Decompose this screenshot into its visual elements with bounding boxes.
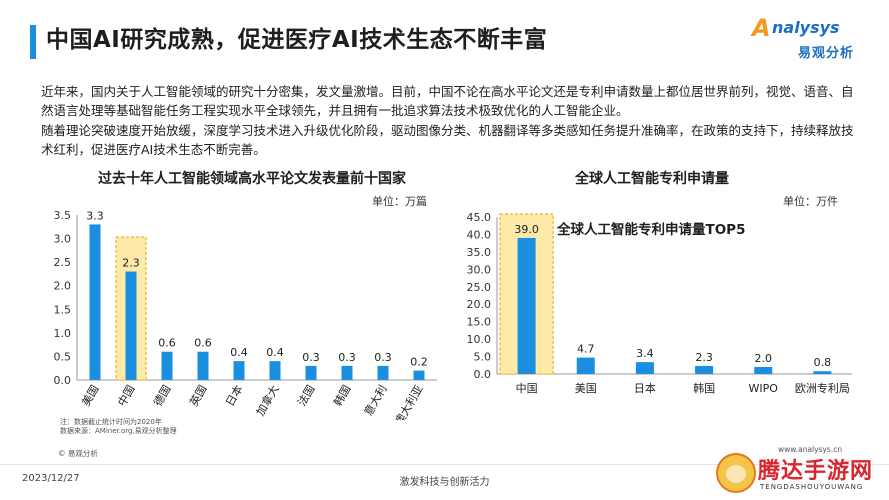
- x-tick-label: 中国: [516, 382, 538, 395]
- x-tick-label: 美国: [575, 382, 597, 395]
- bar: [695, 365, 714, 374]
- y-tick-label: 25.0: [467, 281, 492, 294]
- logo-letter: A: [752, 14, 771, 42]
- left-chart-unit: 单位：万篇: [372, 195, 427, 208]
- website-text: www.analysys.cn: [778, 445, 843, 454]
- y-tick-label: 20.0: [467, 298, 492, 311]
- x-tick-label: 中国: [115, 383, 137, 409]
- title-accent-bar: [30, 25, 36, 59]
- data-label: 0.8: [814, 356, 832, 369]
- x-tick-label: 澳大利亚: [391, 383, 425, 421]
- data-label: 2.0: [755, 352, 773, 365]
- watermark-mascot-icon: [716, 453, 756, 493]
- bar: [813, 371, 832, 374]
- bar: [576, 357, 595, 374]
- page-title: 中国AI研究成熟，促进医疗AI技术生态不断丰富: [46, 27, 548, 53]
- right-chart-unit: 单位：万件: [783, 195, 838, 208]
- x-tick-label: 德国: [150, 383, 173, 409]
- data-label: 4.7: [577, 343, 595, 356]
- data-label: 0.3: [302, 351, 320, 364]
- note-line-1: 注：数据截止统计时间为2020年: [60, 418, 162, 426]
- left-chart-title: 过去十年人工智能领域高水平论文发表量前十国家: [98, 171, 406, 187]
- intro-paragraph-1: 近年来，国内关于人工智能领域的研究十分密集，发文量激增。目前，中国不论在高水平论…: [41, 84, 854, 118]
- footer-slogan: 激发科技与创新活力: [399, 477, 490, 488]
- data-label: 0.3: [374, 351, 392, 364]
- y-tick-label: 0.0: [54, 374, 72, 387]
- bar: [161, 351, 173, 380]
- bar: [635, 362, 654, 374]
- watermark-title: 腾达手游网: [758, 459, 874, 484]
- y-tick-label: 2.0: [54, 280, 72, 293]
- y-tick-label: 40.0: [467, 228, 492, 241]
- data-label: 2.3: [122, 257, 140, 270]
- data-label: 2.3: [695, 351, 713, 364]
- x-tick-label: 欧洲专利局: [795, 381, 850, 395]
- bar: [197, 351, 209, 380]
- note-line-2: 数据来源：AMiner.org,易观分析整理: [60, 427, 177, 435]
- x-tick-label: 意大利: [361, 383, 390, 419]
- y-tick-label: 35.0: [467, 246, 492, 259]
- analysys-logo: A nalysys 易观分析: [752, 14, 872, 68]
- intro-paragraph-2: 随着理论突破速度开始放缓，深度学习技术进入升级优化阶段，驱动图像分类、机器翻译等…: [41, 123, 854, 157]
- y-tick-label: 3.5: [54, 209, 72, 222]
- logo-chinese: 易观分析: [798, 46, 855, 61]
- data-label: 0.4: [230, 346, 248, 359]
- y-tick-label: 1.5: [54, 303, 72, 316]
- x-tick-label: WIPO: [749, 382, 779, 395]
- y-tick-label: 30.0: [467, 263, 492, 276]
- footer-divider: [0, 464, 889, 465]
- watermark: 腾达手游网 TENGDASHOUYOUWANG: [716, 451, 886, 497]
- bar: [233, 361, 245, 380]
- y-tick-label: 0.0: [474, 368, 492, 381]
- chart-notes: 注：数据截止统计时间为2020年 数据来源：AMiner.org,易观分析整理: [60, 418, 177, 436]
- bar: [377, 365, 389, 380]
- bar: [125, 271, 137, 380]
- x-tick-label: 韩国: [693, 381, 715, 395]
- y-tick-label: 3.0: [54, 233, 72, 246]
- data-label: 3.4: [636, 347, 654, 360]
- watermark-subtitle: TENGDASHOUYOUWANG: [760, 483, 864, 491]
- data-label: 0.4: [266, 346, 284, 359]
- y-tick-label: 0.5: [54, 350, 72, 363]
- y-tick-label: 15.0: [467, 316, 492, 329]
- x-tick-label: 法国: [294, 383, 317, 409]
- bar: [305, 365, 317, 380]
- bar: [413, 370, 425, 380]
- copyright-text: © 易观分析: [58, 449, 98, 458]
- y-tick-label: 45.0: [467, 211, 492, 224]
- y-tick-label: 5.0: [474, 351, 492, 364]
- x-tick-label: 日本: [634, 381, 656, 395]
- x-tick-label: 日本: [222, 383, 245, 409]
- x-tick-label: 美国: [79, 383, 101, 409]
- x-tick-label: 加拿大: [253, 383, 282, 419]
- x-tick-label: 韩国: [330, 383, 353, 409]
- y-tick-label: 10.0: [467, 333, 492, 346]
- y-tick-label: 2.5: [54, 256, 72, 269]
- bar: [341, 365, 353, 380]
- left-bar-chart: 0.0 0.5 1.0 1.5 2.0 2.5 3.0 3.5 3.3 美国 2.3 中国 0.6 德国 0…: [54, 209, 437, 421]
- data-label: 39.0: [514, 223, 539, 236]
- data-label: 3.3: [86, 209, 104, 222]
- right-bar-chart: 0.0 5.0 10.0 15.0 20.0 25.0 30.0 35.0 40.0 45.0 39…: [467, 211, 852, 395]
- footer-date: 2023/12/27: [22, 473, 80, 484]
- right-chart-title: 全球人工智能专利申请量: [575, 171, 729, 187]
- bar: [269, 361, 281, 380]
- data-label: 0.6: [158, 337, 176, 350]
- data-label: 0.6: [194, 337, 212, 350]
- logo-wordmark: nalysys: [772, 18, 840, 37]
- bar: [517, 237, 536, 374]
- x-tick-label: 英国: [186, 383, 209, 409]
- data-label: 0.2: [410, 356, 428, 369]
- bar: [89, 224, 101, 380]
- chart-subtitle: 全球人工智能专利申请量TOP5: [556, 221, 745, 238]
- y-tick-label: 1.0: [54, 327, 72, 340]
- data-label: 0.3: [338, 351, 356, 364]
- bar: [754, 367, 773, 374]
